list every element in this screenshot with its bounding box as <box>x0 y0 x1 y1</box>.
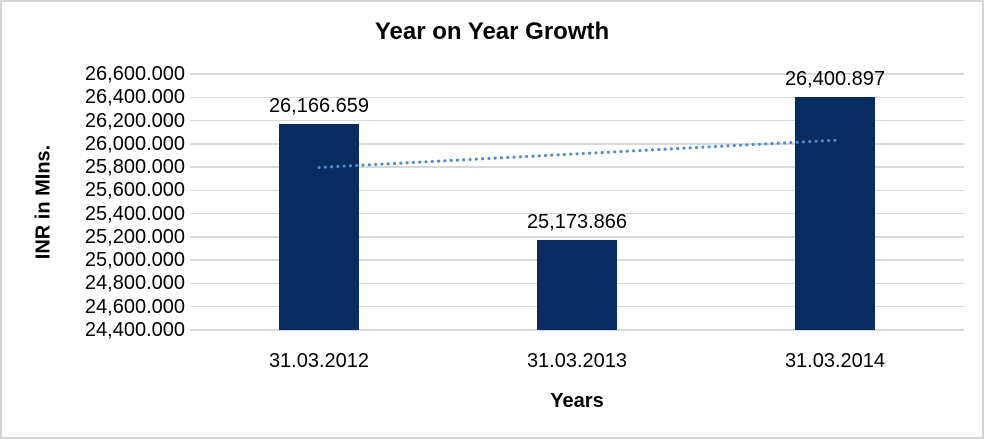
y-tick-label: 25,400.000 <box>84 202 185 225</box>
gridline <box>190 73 964 75</box>
gridline <box>190 236 964 238</box>
y-tick-label: 26,000.000 <box>84 132 185 155</box>
gridline <box>190 119 964 122</box>
bar-31.03.2012 <box>279 124 359 330</box>
gridline <box>190 96 964 99</box>
data-label: 26,166.659 <box>268 95 370 118</box>
y-tick-label: 25,800.000 <box>84 156 185 179</box>
y-tick-label: 25,000.000 <box>84 249 185 272</box>
y-tick-label: 26,600.000 <box>84 63 185 85</box>
y-tick-label: 26,400.000 <box>84 86 185 109</box>
y-tick-label: 24,600.000 <box>84 295 185 318</box>
y-tick-label: 25,200.000 <box>84 225 185 248</box>
gridline <box>190 189 964 192</box>
x-axis-title: Years <box>550 390 604 412</box>
gridline <box>190 329 964 331</box>
x-tick-label: 31.03.2013 <box>526 350 628 372</box>
bar-31.03.2014 <box>795 97 875 330</box>
y-tick-label: 25,600.000 <box>84 179 185 202</box>
chart-title: Year on Year Growth <box>374 18 610 45</box>
data-label: 25,173.866 <box>526 210 628 233</box>
x-tick-label: 31.03.2012 <box>268 350 370 372</box>
y-tick-label: 24,800.000 <box>84 272 185 295</box>
x-tick-label: 31.03.2014 <box>784 350 886 372</box>
gridline <box>190 212 964 215</box>
bar-31.03.2013 <box>537 239 617 330</box>
data-label: 26,400.897 <box>784 68 886 91</box>
y-tick-label: 24,400.000 <box>84 319 185 341</box>
y-tick-label: 26,200.000 <box>84 109 185 132</box>
